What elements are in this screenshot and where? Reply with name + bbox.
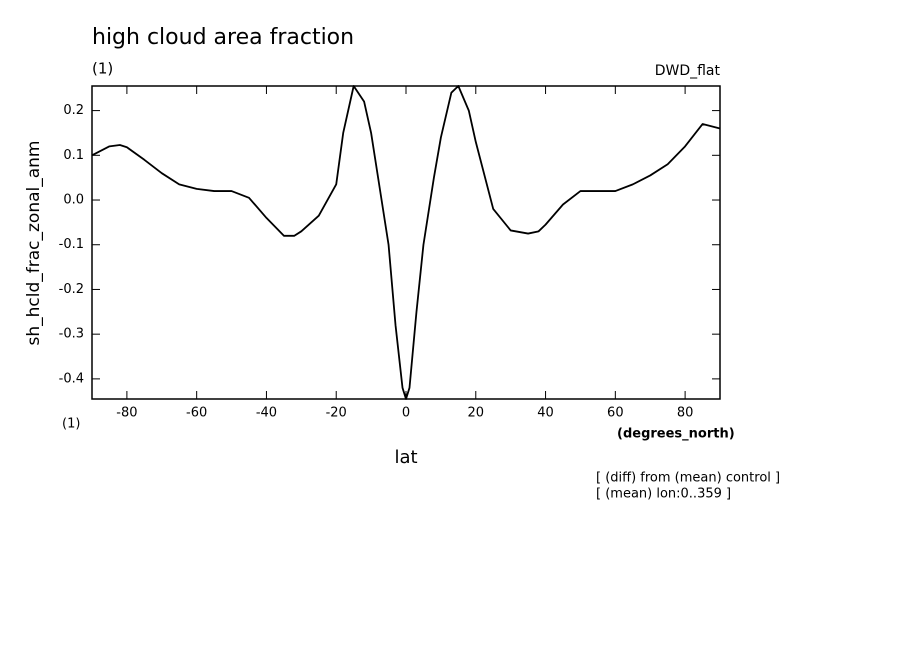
x-tick-label: -20 bbox=[326, 406, 347, 421]
y-tick-label: -0.4 bbox=[59, 371, 84, 386]
subtitle: (1) bbox=[92, 60, 113, 78]
chart-title: high cloud area fraction bbox=[92, 25, 354, 50]
x-tick-label: 20 bbox=[468, 406, 485, 421]
x-axis-label: lat bbox=[394, 447, 417, 468]
y-tick-label: -0.3 bbox=[59, 327, 84, 342]
x-units: (degrees_north) bbox=[617, 427, 735, 442]
x-tick-label: -40 bbox=[256, 406, 277, 421]
y-tick-label: -0.2 bbox=[59, 282, 84, 297]
x-tick-label: 60 bbox=[607, 406, 624, 421]
y-tick-label: 0.2 bbox=[63, 103, 84, 118]
annotation: [ (mean) lon:0..359 ] bbox=[596, 487, 731, 502]
y-tick-label: 0.1 bbox=[63, 148, 84, 163]
x-tick-label: -60 bbox=[186, 406, 207, 421]
x-tick-label: 40 bbox=[537, 406, 554, 421]
x-tick-label: 0 bbox=[402, 406, 410, 421]
y-tick-label: 0.0 bbox=[63, 193, 84, 208]
y-units: (1) bbox=[62, 417, 80, 432]
y-tick-label: -0.1 bbox=[59, 237, 84, 252]
annotation: [ (diff) from (mean) control ] bbox=[596, 471, 780, 486]
x-tick-label: -80 bbox=[116, 406, 137, 421]
dataset-label: DWD_flat bbox=[655, 63, 721, 79]
x-tick-label: 80 bbox=[677, 406, 694, 421]
y-axis-label: sh_hcld_frac_zonal_anm bbox=[24, 141, 44, 346]
data-line bbox=[91, 85, 721, 400]
